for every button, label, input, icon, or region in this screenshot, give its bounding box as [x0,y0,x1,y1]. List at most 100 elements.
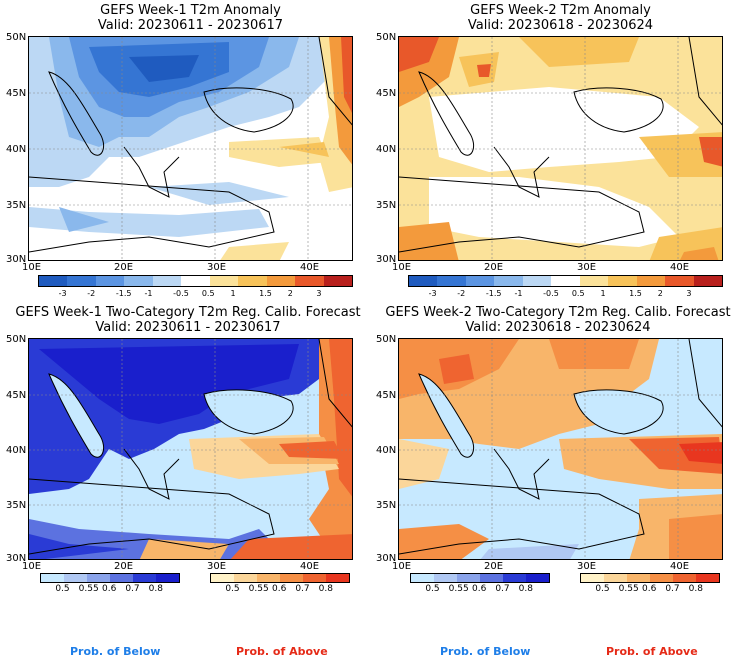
colorbar-label: 2 [657,289,663,298]
panel3-title-line2: Valid: 20230611 - 20230617 [95,320,281,335]
p1-lon-40: 40E [300,262,320,273]
colorbar-swatch [457,574,480,582]
colorbar-label: 0.7 [495,584,510,594]
p2-lat-50: 50N [376,32,397,43]
colorbar-swatch [67,276,96,286]
colorbar-swatch [87,574,110,582]
colorbar-label: 0.5 [225,584,240,594]
p1-lat-50: 50N [6,32,27,43]
colorbar-label: 0.7 [295,584,310,594]
colorbar-swatch [494,276,523,286]
colorbar-label: 0.5 [571,289,585,298]
p1-anomaly-colorbar [38,275,353,287]
footer-below-right: Prob. of Below [440,645,531,658]
p2-lon-40: 40E [670,262,690,273]
colorbar-label: 0.55 [248,584,269,594]
colorbar-swatch [152,276,182,286]
colorbar-label: 0.8 [318,584,333,594]
footer-below-left: Prob. of Below [70,645,161,658]
p3-lon-30: 30E [207,561,227,572]
p2-lon-10: 10E [392,262,412,273]
panel1-title: GEFS Week-1 T2m Anomaly Valid: 20230611 … [28,3,353,33]
panel2-anomaly-field [399,37,722,260]
colorbar-label: 1.5 [629,289,642,298]
colorbar-label: 3 [686,289,692,298]
p1-lat-45: 45N [6,88,27,99]
panel4-title-line1: GEFS Week-2 Two-Category T2m Reg. Calib.… [385,305,731,320]
colorbar-label: -3 [428,289,437,298]
colorbar-swatch [579,276,609,286]
colorbar-swatch [238,276,267,286]
colorbar-swatch [234,574,257,582]
panel3-title-line1: GEFS Week-1 Two-Category T2m Reg. Calib.… [15,305,361,320]
colorbar-label: 1 [600,289,606,298]
panel1-title-line1: GEFS Week-1 T2m Anomaly [100,3,281,18]
p3-lon-20: 20E [114,561,134,572]
colorbar-swatch [581,574,604,582]
colorbar-swatch [411,574,434,582]
p1-lat-40: 40N [6,144,27,155]
colorbar-label: 3 [316,289,322,298]
p4-lat-50: 50N [376,334,397,345]
p1-lon-30: 30E [207,262,227,273]
p2-anomaly-colorbar [408,275,723,287]
p2-lat-40: 40N [376,144,397,155]
colorbar-swatch [257,574,280,582]
colorbar-label: -1.5 [115,289,132,298]
p1-lat-35: 35N [6,200,27,211]
colorbar-label: 0.8 [518,584,533,594]
p2-lon-20: 20E [484,262,504,273]
colorbar-label: -1 [514,289,523,298]
colorbar-swatch [181,276,210,286]
colorbar-swatch [627,574,650,582]
colorbar-swatch [280,574,303,582]
colorbar-label: 1 [230,289,236,298]
colorbar-label: 0.7 [665,584,680,594]
colorbar-swatch [39,276,68,286]
p4-lat-40: 40N [376,445,397,456]
panel4-map [398,338,723,560]
colorbar-label: 0.6 [642,584,657,594]
colorbar-swatch [604,574,627,582]
panel3-map [28,338,353,560]
colorbar-label: 0.6 [472,584,487,594]
panel1-map [28,36,353,261]
p1-lat-30: 30N [6,254,27,265]
colorbar-swatch [209,276,239,286]
colorbar-label: 0.5 [55,584,70,594]
colorbar-swatch [551,276,580,286]
colorbar-swatch [295,276,324,286]
colorbar-swatch [480,574,503,582]
p4-lat-35: 35N [376,500,397,511]
colorbar-swatch [211,574,234,582]
colorbar-label: 0.7 [125,584,140,594]
colorbar-label: -0.5 [543,289,559,298]
p3-lat-35: 35N [6,500,27,511]
p2-lon-30: 30E [577,262,597,273]
colorbar-swatch [133,574,156,582]
colorbar-swatch [434,574,457,582]
p2-lat-45: 45N [376,88,397,99]
colorbar-swatch [437,276,466,286]
panel3-title: GEFS Week-1 Two-Category T2m Reg. Calib.… [8,305,368,335]
p3-below-colorbar [40,573,180,583]
colorbar-swatch [636,276,666,286]
colorbar-swatch [673,574,696,582]
colorbar-swatch [465,276,495,286]
p3-lat-40: 40N [6,445,27,456]
p4-lon-10: 10E [392,561,412,572]
colorbar-swatch [326,574,349,582]
panel1-title-line2: Valid: 20230611 - 20230617 [97,18,284,33]
colorbar-swatch [409,276,438,286]
p4-lon-40: 40E [670,561,690,572]
colorbar-swatch [693,276,722,286]
colorbar-label: 1.5 [259,289,272,298]
p1-lon-10: 10E [22,262,42,273]
colorbar-swatch [124,276,153,286]
panel2-title-line2: Valid: 20230618 - 20230624 [467,18,654,33]
panel4-title-line2: Valid: 20230618 - 20230624 [465,320,651,335]
colorbar-swatch [303,574,326,582]
colorbar-label: -2 [457,289,466,298]
colorbar-label: -1.5 [485,289,502,298]
colorbar-swatch [526,574,549,582]
